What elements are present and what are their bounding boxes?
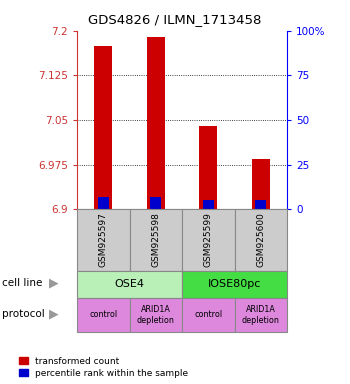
Text: GSM925600: GSM925600 xyxy=(256,213,265,267)
Bar xyxy=(252,159,270,209)
Bar xyxy=(150,197,161,209)
Bar xyxy=(182,271,287,298)
Text: cell line: cell line xyxy=(2,278,42,288)
Bar xyxy=(234,209,287,271)
Text: protocol: protocol xyxy=(2,309,44,319)
Bar xyxy=(182,298,234,332)
Bar xyxy=(147,37,165,209)
Bar xyxy=(255,200,266,209)
Bar xyxy=(199,126,217,209)
Text: ARID1A
depletion: ARID1A depletion xyxy=(137,305,175,324)
Bar xyxy=(130,209,182,271)
Text: control: control xyxy=(89,310,117,319)
Text: ARID1A
depletion: ARID1A depletion xyxy=(242,305,280,324)
Bar xyxy=(98,197,109,209)
Text: OSE4: OSE4 xyxy=(114,279,145,289)
Legend: transformed count, percentile rank within the sample: transformed count, percentile rank withi… xyxy=(19,357,188,377)
Text: GDS4826 / ILMN_1713458: GDS4826 / ILMN_1713458 xyxy=(88,13,262,26)
Text: ▶: ▶ xyxy=(49,308,59,321)
Bar xyxy=(77,209,130,271)
Text: IOSE80pc: IOSE80pc xyxy=(208,279,261,289)
Bar xyxy=(203,200,214,209)
Text: control: control xyxy=(194,310,222,319)
Bar xyxy=(94,46,112,209)
Text: ▶: ▶ xyxy=(49,277,59,290)
Bar xyxy=(77,271,182,298)
Bar xyxy=(130,298,182,332)
Bar xyxy=(77,298,130,332)
Bar xyxy=(234,298,287,332)
Text: GSM925599: GSM925599 xyxy=(204,213,213,267)
Text: GSM925598: GSM925598 xyxy=(151,213,160,267)
Bar xyxy=(182,209,234,271)
Text: GSM925597: GSM925597 xyxy=(99,213,108,267)
